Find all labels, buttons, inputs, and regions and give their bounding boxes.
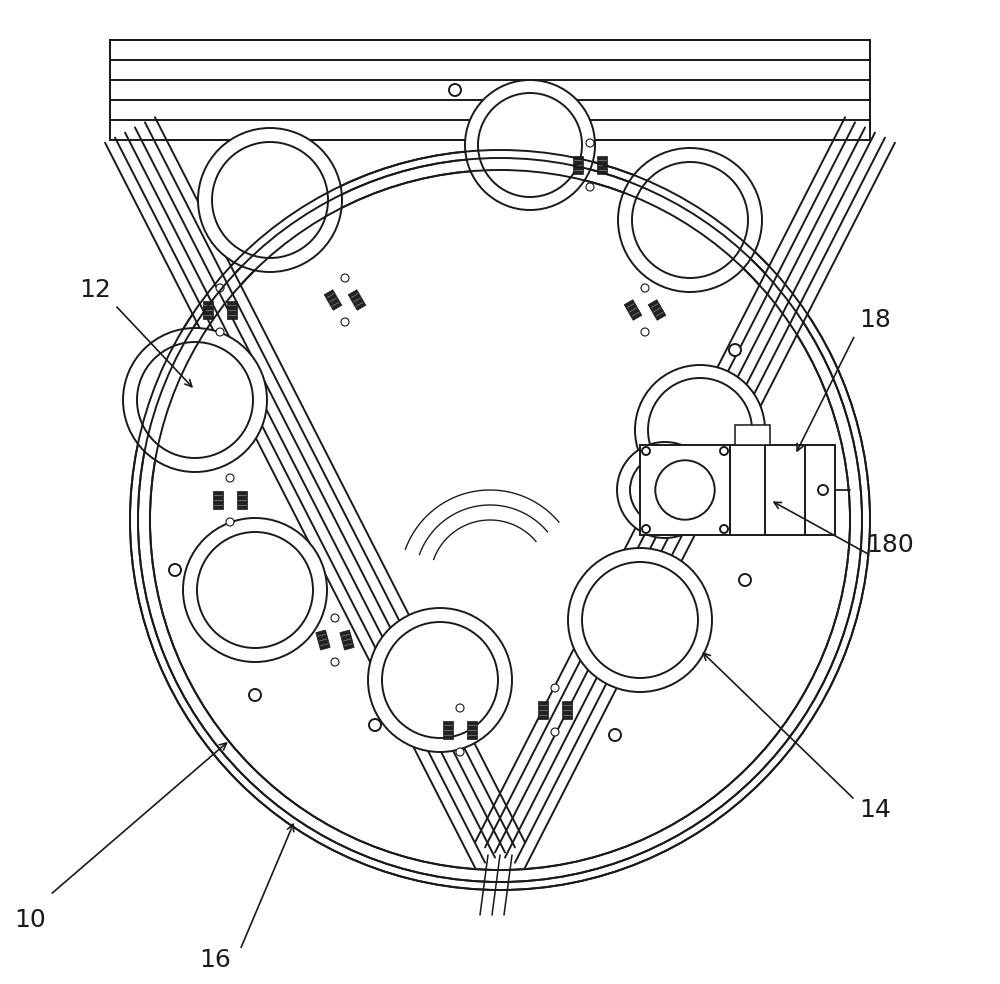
Circle shape: [568, 548, 712, 692]
Circle shape: [551, 728, 559, 736]
Circle shape: [609, 729, 621, 741]
Polygon shape: [348, 289, 366, 310]
Circle shape: [382, 622, 498, 738]
Circle shape: [368, 608, 512, 752]
Polygon shape: [562, 701, 572, 719]
Circle shape: [197, 532, 313, 648]
Circle shape: [183, 518, 327, 662]
Text: 12: 12: [79, 278, 111, 302]
Circle shape: [198, 128, 342, 272]
Circle shape: [331, 614, 339, 622]
Circle shape: [150, 170, 850, 870]
Polygon shape: [538, 701, 548, 719]
Circle shape: [169, 564, 181, 576]
Polygon shape: [203, 301, 213, 319]
Circle shape: [582, 562, 698, 678]
Polygon shape: [624, 300, 642, 321]
Text: 14: 14: [859, 798, 891, 822]
Circle shape: [137, 342, 253, 458]
Circle shape: [729, 344, 741, 356]
Polygon shape: [573, 156, 583, 174]
Bar: [640, 445, 730, 535]
Circle shape: [226, 518, 234, 526]
Circle shape: [720, 525, 728, 533]
Polygon shape: [105, 117, 525, 868]
Circle shape: [586, 139, 594, 147]
Circle shape: [739, 574, 751, 586]
Circle shape: [720, 447, 728, 455]
Circle shape: [641, 284, 649, 292]
Bar: [730, 445, 835, 535]
Polygon shape: [213, 491, 223, 509]
Bar: [735, 425, 770, 445]
Circle shape: [818, 485, 828, 495]
Polygon shape: [661, 500, 675, 520]
Circle shape: [586, 183, 594, 191]
Circle shape: [642, 525, 650, 533]
Polygon shape: [443, 721, 453, 739]
Circle shape: [331, 658, 339, 666]
Polygon shape: [237, 491, 247, 509]
Circle shape: [212, 142, 328, 258]
Circle shape: [632, 162, 748, 278]
Circle shape: [465, 80, 595, 210]
Polygon shape: [648, 300, 666, 321]
Circle shape: [341, 318, 349, 326]
Circle shape: [369, 719, 381, 731]
Circle shape: [456, 704, 464, 712]
Polygon shape: [324, 289, 342, 310]
Bar: [110, 40, 870, 140]
Text: 180: 180: [866, 533, 914, 557]
Polygon shape: [227, 301, 237, 319]
Polygon shape: [475, 117, 895, 868]
Circle shape: [249, 689, 261, 701]
Circle shape: [648, 378, 752, 482]
Circle shape: [449, 84, 461, 96]
Circle shape: [641, 328, 649, 336]
Circle shape: [150, 170, 850, 870]
Circle shape: [478, 93, 582, 197]
Polygon shape: [340, 630, 354, 650]
Circle shape: [676, 528, 684, 536]
Polygon shape: [467, 721, 477, 739]
Polygon shape: [597, 156, 607, 174]
Circle shape: [226, 474, 234, 482]
Text: 10: 10: [14, 908, 46, 932]
Circle shape: [130, 150, 870, 890]
Circle shape: [617, 442, 713, 538]
Circle shape: [123, 328, 267, 472]
Polygon shape: [685, 500, 699, 520]
Circle shape: [456, 748, 464, 756]
Circle shape: [655, 461, 715, 520]
Circle shape: [216, 284, 224, 292]
Text: 18: 18: [859, 308, 891, 332]
Circle shape: [635, 365, 765, 495]
Text: 16: 16: [199, 948, 231, 972]
Circle shape: [630, 455, 700, 525]
Circle shape: [216, 328, 224, 336]
Circle shape: [341, 274, 349, 282]
Circle shape: [618, 148, 762, 292]
Circle shape: [676, 484, 684, 492]
Circle shape: [551, 684, 559, 692]
Circle shape: [642, 447, 650, 455]
Polygon shape: [316, 630, 330, 650]
